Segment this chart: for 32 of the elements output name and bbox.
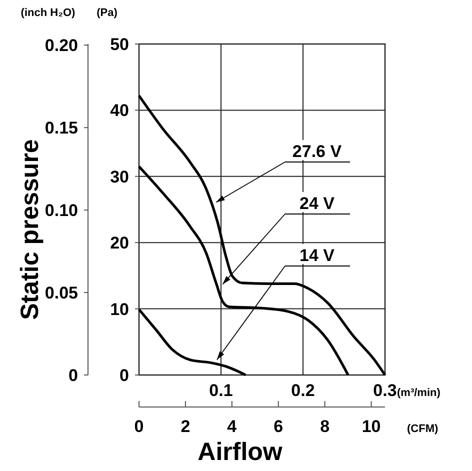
y-tick-label: 40 — [110, 101, 129, 120]
x2-tick-label: 0 — [134, 417, 144, 436]
y-axis-title: (Pa) — [96, 7, 118, 19]
x2-tick-label: 4 — [227, 417, 238, 436]
y-tick-label: 0 — [120, 366, 129, 385]
y2-tick-label: 0.20 — [44, 36, 78, 56]
y-tick-label: 30 — [110, 167, 129, 186]
x-tick-label: 0.3 — [373, 381, 397, 400]
annotation: 14 V — [300, 246, 336, 265]
text: (inch H₂O) — [20, 7, 76, 19]
y-tick-label: 50 — [110, 34, 129, 54]
x2-tick-label: 8 — [320, 417, 330, 436]
annotation: 24 V — [300, 194, 336, 213]
y2-tick-label: 0 — [68, 366, 78, 385]
x2-tick-label: 10 — [362, 417, 381, 436]
x-tick-label: 0.1 — [209, 381, 233, 400]
y2-tick-label: 0.05 — [44, 283, 78, 302]
line-series — [138, 94, 386, 376]
x2-tick-label: 2 — [180, 417, 190, 436]
x2-axis-title: (CFM) — [407, 423, 438, 435]
x-tick-label: 0.2 — [291, 381, 315, 400]
x2-tick-label: 6 — [274, 417, 284, 436]
text: (m³/min) — [397, 387, 441, 399]
annotation: 27.6 V — [292, 142, 342, 161]
y2-tick-label: 0.15 — [44, 118, 78, 138]
x-axis-title: Airflow — [198, 438, 283, 466]
y-tick-label: 20 — [110, 234, 129, 253]
line-series — [138, 308, 247, 376]
y2-axis-title: Static pressure — [16, 139, 44, 320]
y2-tick-label: 0.10 — [44, 201, 78, 220]
line-series — [138, 165, 350, 376]
y-tick-label: 10 — [110, 300, 129, 319]
